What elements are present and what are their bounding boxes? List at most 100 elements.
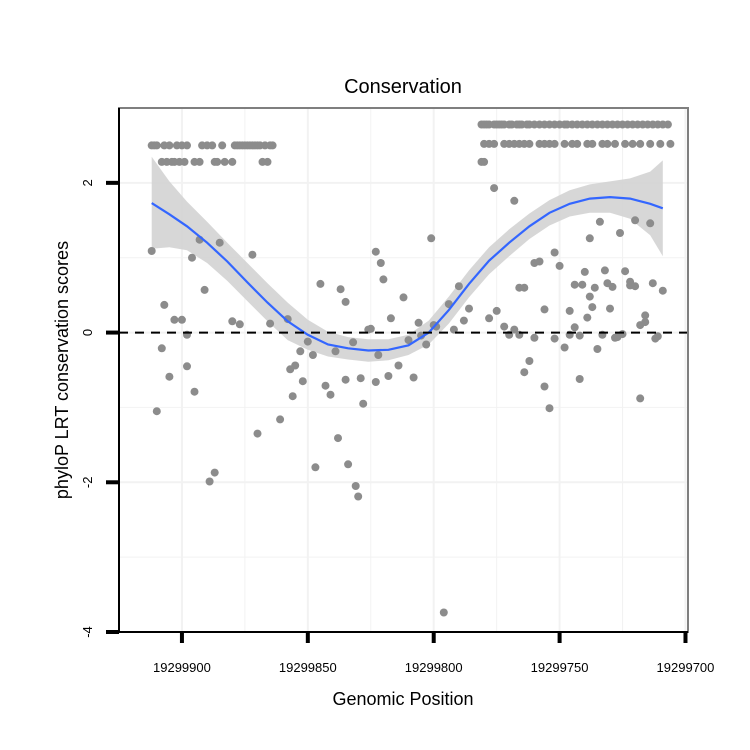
data-point [485,314,494,323]
data-point [341,375,350,384]
data-point [580,267,589,276]
data-point [429,321,438,330]
data-point [648,279,657,288]
data-point [266,319,275,328]
data-point [316,279,325,288]
data-point [303,337,312,346]
data-point [152,141,161,150]
data-point [165,141,174,150]
data-point [311,463,320,472]
data-point [427,234,436,243]
data-point [253,429,262,438]
data-point [336,285,345,294]
data-point [666,139,675,148]
x-axis: 19299900 19299850 19299800 19299750 19299700 [119,631,715,675]
data-point [616,229,624,237]
data-point [454,282,463,291]
data-point [213,157,222,166]
data-point [593,345,602,353]
data-point [160,300,169,309]
data-point [653,332,662,341]
data-point [399,293,408,302]
scatter-points [147,120,675,617]
data-point [220,157,229,166]
data-point [525,357,534,365]
data-point [550,334,559,343]
data-point [611,139,619,148]
confidence-ribbon-layer [151,156,663,362]
data-point [157,344,166,353]
y-tick-label: 2 [80,179,95,186]
data-point [500,322,509,331]
x-tick-label: 19299850 [279,660,337,675]
data-point [480,157,489,166]
x-axis-title: Genomic Position [332,689,473,709]
data-point [600,266,609,275]
x-tick-label: 19299900 [153,660,211,675]
data-point [354,492,363,501]
data-point [331,347,340,356]
data-point [570,323,579,332]
data-point [296,347,305,356]
data-point [308,351,317,359]
data-point [560,343,569,352]
data-point [585,234,594,243]
data-point [631,216,640,225]
data-point [595,217,604,226]
data-point [195,157,204,166]
data-point [621,267,630,276]
data-point [298,377,307,386]
data-point [210,468,219,477]
data-point [621,139,630,148]
data-point [656,139,665,148]
data-point [409,373,418,382]
data-point [208,141,217,150]
data-point [565,306,574,315]
x-tick-label: 19299700 [657,660,715,675]
smooth-line-layer [151,195,664,352]
data-point [344,460,353,469]
data-point [386,314,395,323]
data-point [276,415,285,424]
data-point [218,141,227,150]
y-axis-title: phyloP LRT conservation scores [52,241,72,499]
data-point [165,372,174,381]
data-point [646,219,655,228]
data-point [288,392,297,401]
smooth-line [151,195,664,352]
y-tick-label: -4 [80,626,95,638]
data-point [371,247,380,256]
data-point [228,157,237,166]
data-point [631,282,640,291]
data-point [248,250,257,259]
data-point [190,387,199,396]
x-tick-label: 19299800 [405,660,463,675]
data-point [183,362,191,371]
data-point [366,324,375,333]
data-point [183,141,191,150]
data-point [575,375,584,383]
data-point [152,407,161,416]
data-point [459,316,468,325]
data-point [200,285,209,294]
data-point [540,382,549,391]
data-point [525,139,534,148]
data-point [520,283,529,292]
data-point [520,368,529,377]
data-point [560,139,569,148]
data-point [404,336,413,345]
data-point [636,139,645,148]
data-point [334,434,342,443]
data-point [590,283,599,292]
x-tick-label: 19299750 [531,660,589,675]
data-point [583,313,592,322]
data-point [585,292,594,301]
data-point [205,477,214,486]
data-point [510,325,519,334]
data-point [263,157,272,166]
data-point [235,320,244,329]
data-point [555,261,564,270]
data-point [606,304,614,313]
data-point [550,248,559,257]
